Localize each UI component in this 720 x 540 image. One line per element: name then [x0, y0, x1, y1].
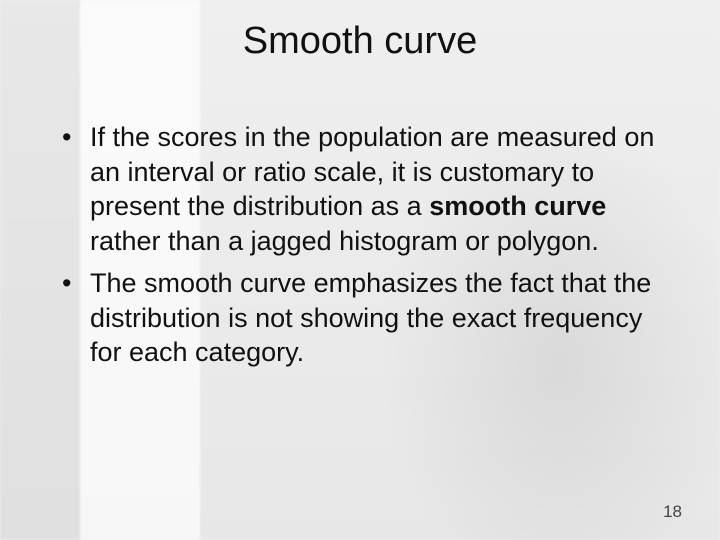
slide-title: Smooth curve: [0, 20, 720, 63]
bullet-text: The smooth curve emphasizes the fact tha…: [90, 268, 651, 367]
bullet-text: rather than a jagged histogram or polygo…: [90, 226, 599, 256]
page-number: 18: [663, 502, 682, 522]
bullet-item: If the scores in the population are meas…: [60, 120, 660, 258]
bullet-text-bold: smooth curve: [429, 191, 606, 221]
slide: Smooth curve If the scores in the popula…: [0, 0, 720, 540]
bullet-list: If the scores in the population are meas…: [60, 120, 660, 370]
bullet-item: The smooth curve emphasizes the fact tha…: [60, 266, 660, 370]
slide-body: If the scores in the population are meas…: [60, 120, 660, 378]
